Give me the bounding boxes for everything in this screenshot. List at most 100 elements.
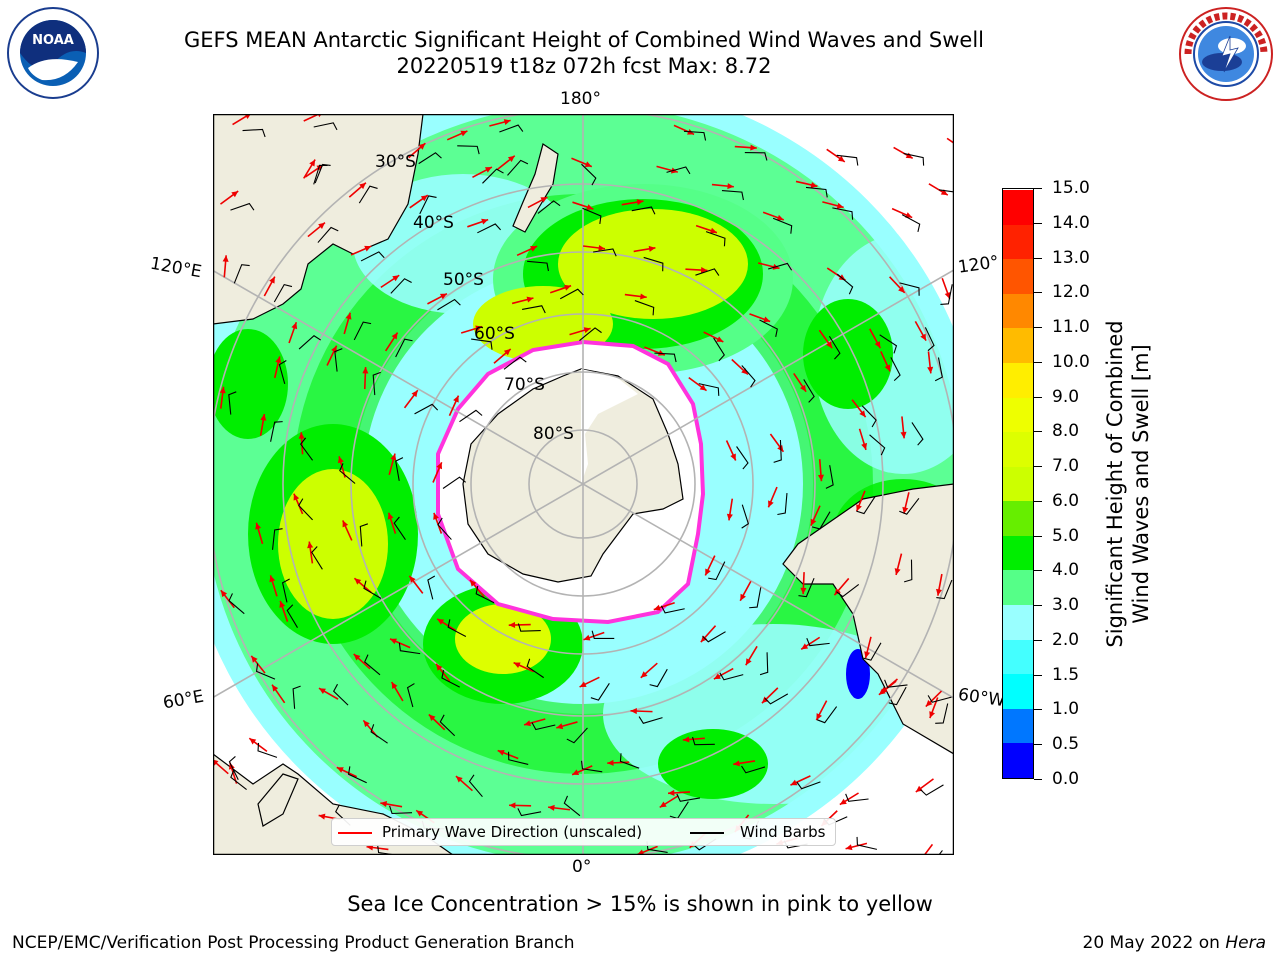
wave-direction-arrowhead	[586, 204, 594, 210]
colorbar-label-line2: Wind Waves and Swell [m]	[1129, 344, 1153, 624]
lat-label-80s: 80°S	[533, 424, 574, 444]
lon-label-120w: 120°	[956, 252, 1001, 278]
wind-barb	[935, 703, 949, 724]
colorbar-segment	[1003, 569, 1033, 606]
wind-barb	[393, 516, 406, 540]
wind-barb	[890, 357, 901, 382]
wind-barb	[643, 256, 664, 272]
wind-barb	[934, 357, 943, 382]
wave-direction-arrowhead	[359, 182, 366, 190]
footer-credit: NCEP/EMC/Verification Post Processing Pr…	[12, 933, 575, 953]
wind-barb	[228, 756, 239, 780]
colorbar-tick	[1034, 292, 1042, 294]
wind-barb	[920, 784, 944, 796]
colorbar-tick-label: 7.0	[1052, 456, 1080, 477]
wind-barb	[936, 579, 953, 600]
wave-direction-arrowhead	[583, 327, 591, 334]
wind-barb	[721, 190, 744, 201]
wind-barb	[228, 391, 237, 415]
wind-barb	[938, 189, 954, 193]
wave-direction-arrowhead	[307, 541, 314, 549]
colorbar-segment	[1003, 431, 1033, 467]
colorbar-tick	[1034, 605, 1042, 607]
wave-direction-arrowhead	[874, 341, 881, 349]
wave-direction-arrowhead	[318, 688, 326, 694]
wind-barb	[468, 774, 483, 798]
wave-direction-arrowhead	[700, 267, 708, 274]
wave-direction-arrowhead	[630, 708, 637, 715]
wind-barb	[482, 168, 504, 184]
chart-subtitle: 20220519 t18z 072h fcst Max: 8.72	[396, 54, 772, 78]
colorbar-segment	[1003, 708, 1033, 744]
wave-direction-arrowhead	[839, 798, 847, 805]
wind-barb	[805, 186, 828, 198]
colorbar-segment	[1003, 224, 1033, 260]
wave-direction-arrowhead	[572, 769, 580, 775]
lon-label-0: 0°	[572, 857, 592, 877]
colorbar-tick-label: 1.0	[1052, 699, 1080, 720]
wind-barb	[582, 207, 602, 224]
wind-barb	[527, 260, 549, 272]
wave-direction-arrowhead	[800, 384, 807, 392]
colorbar-tick	[1034, 431, 1042, 433]
wind-barb	[298, 498, 313, 521]
lat-label-70s: 70°S	[504, 375, 545, 395]
wave-direction-arrowhead	[905, 212, 913, 218]
wave-direction-arrowhead	[556, 723, 564, 730]
wind-barb	[828, 335, 841, 360]
wave-direction-arrowhead	[436, 663, 443, 671]
wind-barb	[507, 751, 529, 765]
colorbar-tick	[1034, 709, 1042, 711]
wave-direction-arrowhead	[354, 578, 362, 585]
wind-barb	[475, 585, 495, 604]
wave-direction-arrowhead	[380, 801, 388, 808]
colorbar-tick-label: 6.0	[1052, 490, 1080, 511]
wind-barb	[292, 685, 301, 709]
wind-barb	[442, 476, 466, 489]
wind-barb	[406, 683, 415, 708]
wind-barb	[741, 504, 750, 529]
wave-direction-arrowhead	[750, 144, 757, 151]
colorbar-segment	[1003, 327, 1033, 363]
wind-barb	[590, 683, 610, 701]
wind-barb	[242, 128, 266, 138]
colorbar-tick-label: 10.0	[1052, 351, 1090, 372]
colorbar-segment	[1003, 293, 1033, 329]
wind-barb	[903, 152, 925, 166]
wave-direction-arrowhead	[481, 218, 489, 225]
wave-direction-arrowhead	[220, 590, 228, 598]
wave-direction-arrowhead	[900, 431, 907, 439]
wind-barb	[537, 200, 561, 214]
colorbar-segment	[1003, 189, 1033, 225]
wave-direction-arrowhead	[837, 155, 845, 162]
madagascar-land	[257, 773, 299, 827]
colorbar-tick-label: 9.0	[1052, 386, 1080, 407]
wind-barb	[856, 836, 878, 850]
wind-barb	[228, 593, 245, 615]
wave-direction-arrowhead	[657, 350, 665, 356]
wind-barb	[649, 668, 668, 688]
wind-barb	[278, 360, 287, 385]
lat-label-30s: 30°S	[375, 152, 416, 172]
wave-direction-arrowhead	[392, 275, 400, 282]
wind-barb	[427, 575, 436, 600]
wave-direction-arrowhead	[509, 802, 516, 809]
colorbar-segment	[1003, 604, 1033, 640]
wind-barb	[230, 769, 247, 791]
colorbar-tick	[1034, 500, 1042, 502]
colorbar-label-line1: Significant Height of Combined	[1103, 320, 1127, 648]
wind-barb	[441, 670, 460, 688]
wind-barb	[798, 577, 815, 598]
wind-barb	[353, 321, 372, 341]
colorbar-tick	[1034, 396, 1042, 398]
wave-direction-arrowhead	[636, 199, 644, 206]
wind-barb	[358, 185, 378, 204]
wind-barb	[230, 202, 255, 211]
wind-barb	[503, 356, 527, 370]
wave-direction-arrowhead	[269, 276, 275, 284]
wind-barb	[888, 686, 907, 706]
wind-barb	[477, 223, 502, 234]
wave-direction-arrowhead	[249, 738, 257, 745]
wind-barb	[372, 371, 381, 396]
footer-date: 20 May 2022 on Hera	[1083, 933, 1267, 953]
